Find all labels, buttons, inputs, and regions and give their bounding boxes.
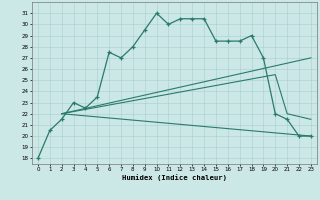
X-axis label: Humidex (Indice chaleur): Humidex (Indice chaleur) [122, 174, 227, 181]
